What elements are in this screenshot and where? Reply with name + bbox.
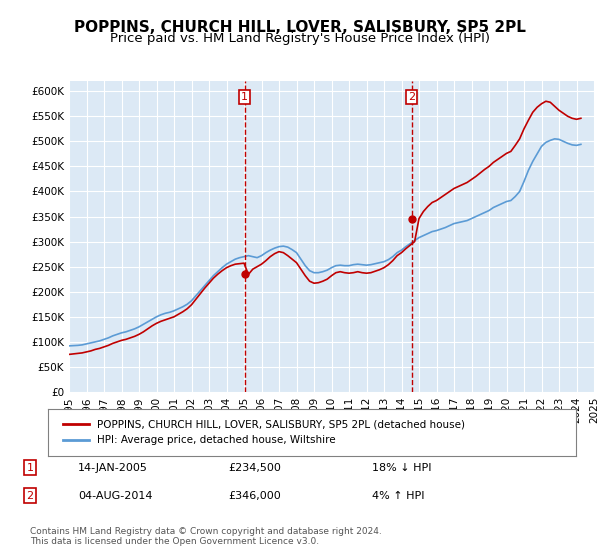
Legend: POPPINS, CHURCH HILL, LOVER, SALISBURY, SP5 2PL (detached house), HPI: Average p: POPPINS, CHURCH HILL, LOVER, SALISBURY, … <box>58 416 469 449</box>
Text: 1: 1 <box>26 463 34 473</box>
Text: 1: 1 <box>241 92 248 102</box>
Text: 18% ↓ HPI: 18% ↓ HPI <box>372 463 431 473</box>
Text: Contains HM Land Registry data © Crown copyright and database right 2024.
This d: Contains HM Land Registry data © Crown c… <box>30 526 382 546</box>
Text: 04-AUG-2014: 04-AUG-2014 <box>78 491 152 501</box>
Text: 14-JAN-2005: 14-JAN-2005 <box>78 463 148 473</box>
Text: 4% ↑ HPI: 4% ↑ HPI <box>372 491 425 501</box>
Text: Price paid vs. HM Land Registry's House Price Index (HPI): Price paid vs. HM Land Registry's House … <box>110 32 490 45</box>
Text: 2: 2 <box>26 491 34 501</box>
Text: 2: 2 <box>408 92 415 102</box>
Text: £346,000: £346,000 <box>228 491 281 501</box>
Text: POPPINS, CHURCH HILL, LOVER, SALISBURY, SP5 2PL: POPPINS, CHURCH HILL, LOVER, SALISBURY, … <box>74 20 526 35</box>
Text: £234,500: £234,500 <box>228 463 281 473</box>
